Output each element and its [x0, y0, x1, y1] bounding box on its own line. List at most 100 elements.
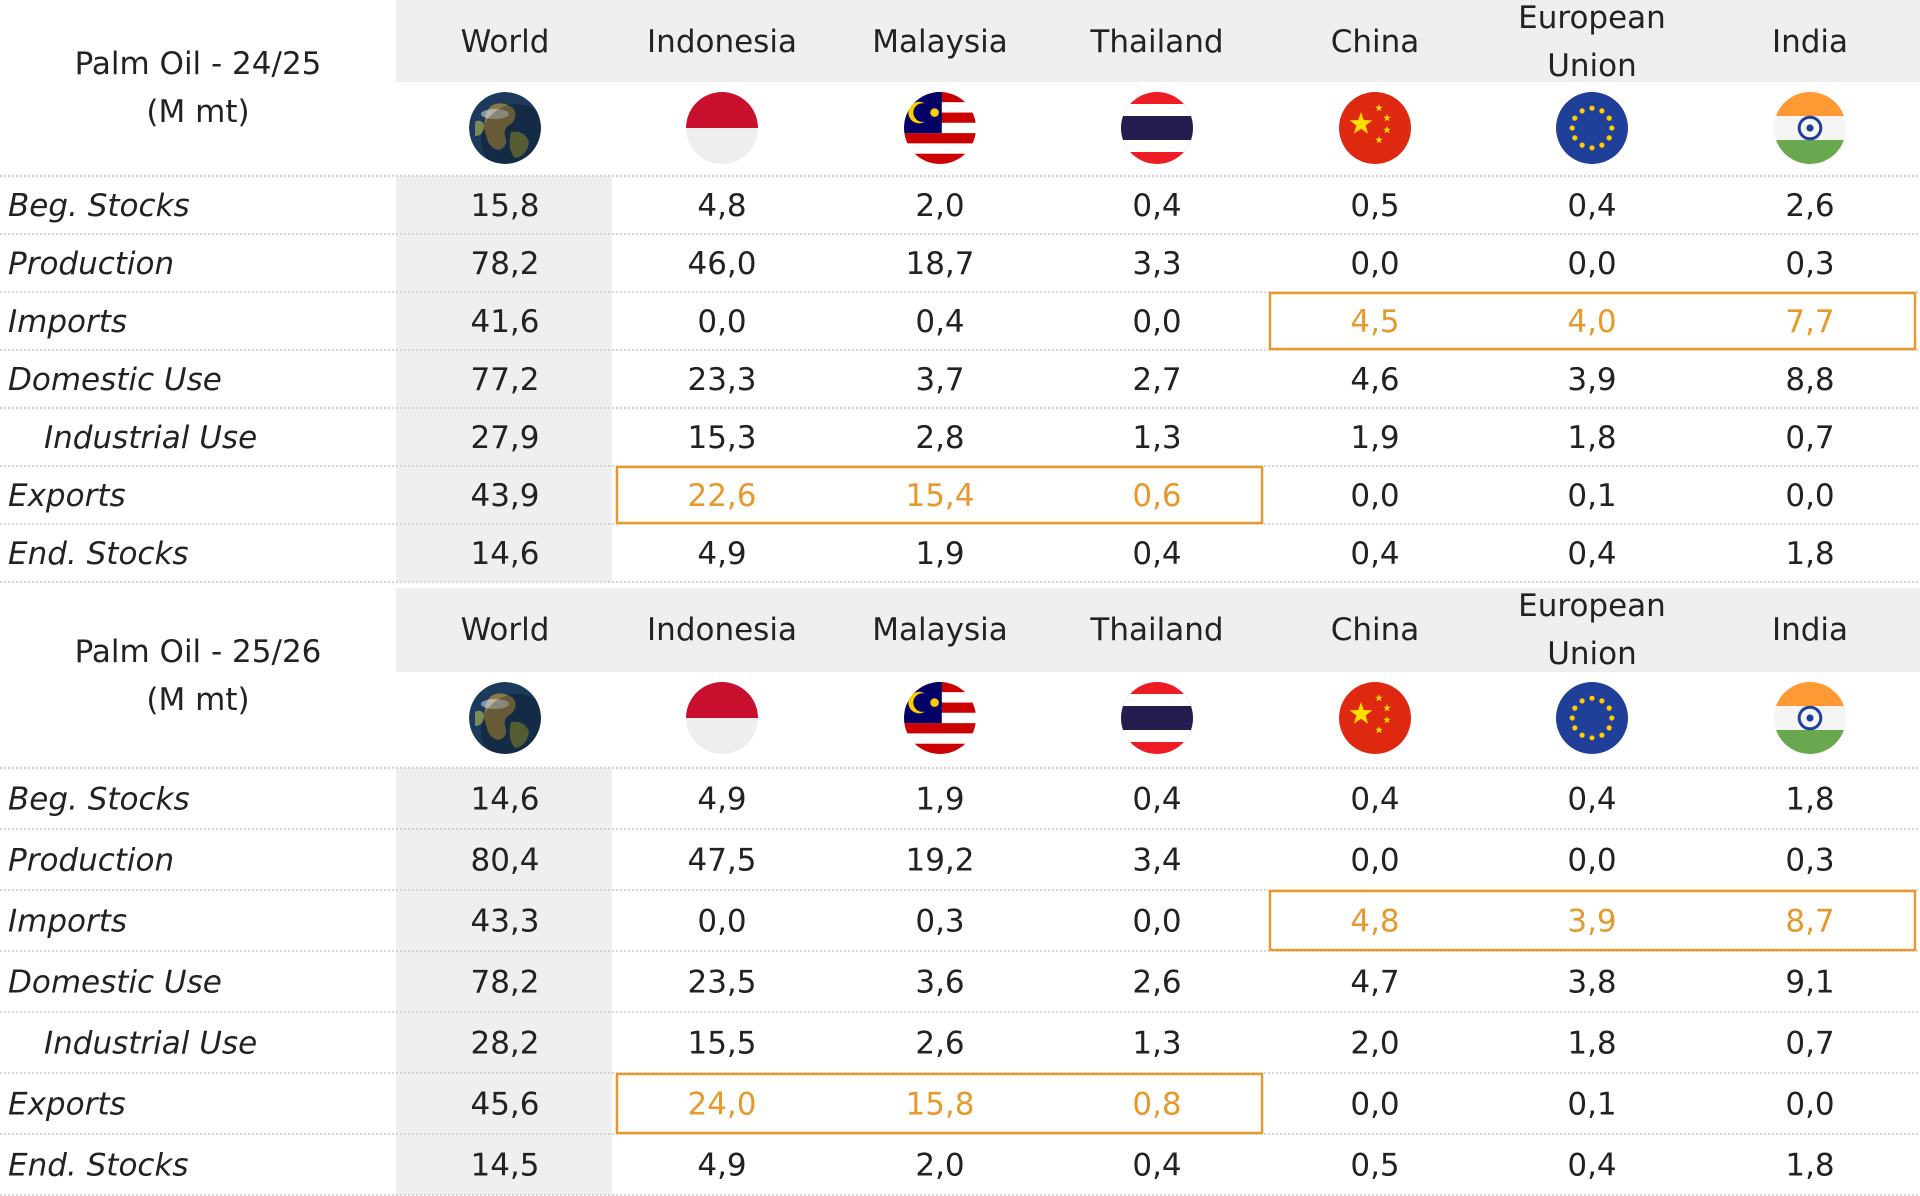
row-label: Industrial Use [44, 1026, 257, 1062]
table-cell: 0,4 [1350, 536, 1399, 572]
table-cell: 77,2 [470, 362, 539, 398]
china-flag-icon [1339, 92, 1411, 164]
european-union-flag-icon [1556, 682, 1628, 754]
table-row: Domestic Use 78,2 23,5 3,6 2,6 4,7 3,8 9,1 [0, 965, 1920, 1013]
table-title: Palm Oil - 24/25 [75, 46, 322, 82]
table-cell: 15,8 [470, 188, 539, 224]
table-cell: 3,9 [1567, 904, 1616, 940]
table-cell: 14,6 [470, 782, 539, 818]
column-header: China [1331, 24, 1420, 60]
table-row: Beg. Stocks 14,6 4,9 1,9 0,4 0,4 0,4 1,8 [0, 782, 1920, 830]
table-cell: 3,7 [915, 362, 964, 398]
table-cell: 78,2 [470, 965, 539, 1001]
column-header: Indonesia [647, 612, 797, 648]
highlight-box [1268, 291, 1917, 351]
table-cell: 0,3 [915, 904, 964, 940]
table-cell: 27,9 [470, 420, 539, 456]
table-cell: 24,0 [687, 1087, 756, 1123]
table-row: End. Stocks 14,6 4,9 1,9 0,4 0,4 0,4 1,8 [0, 536, 1920, 583]
table-cell: 0,1 [1567, 478, 1616, 514]
table-cell: 0,0 [697, 904, 746, 940]
table-cell: 1,3 [1132, 420, 1181, 456]
table-cell: 46,0 [687, 246, 756, 282]
table-cell: 23,5 [687, 965, 756, 1001]
column-header: Malaysia [872, 612, 1007, 648]
indonesia-flag-icon [686, 92, 758, 164]
row-label: Exports [8, 1087, 126, 1123]
table-cell: 41,6 [470, 304, 539, 340]
table-cell: 0,4 [1567, 782, 1616, 818]
table-cell: 1,9 [1350, 420, 1399, 456]
table-cell: 1,8 [1567, 420, 1616, 456]
highlight-box [615, 465, 1264, 525]
row-label: Production [8, 246, 174, 282]
table-title: Palm Oil - 25/26 [75, 634, 322, 670]
table-cell: 15,4 [905, 478, 974, 514]
table-cell: 0,4 [1567, 1148, 1616, 1184]
table-cell: 4,8 [1350, 904, 1399, 940]
table-cell: 2,6 [1132, 965, 1181, 1001]
table-cell: 1,8 [1785, 782, 1834, 818]
table-cell: 1,8 [1567, 1026, 1616, 1062]
table-cell: 1,9 [915, 536, 964, 572]
table-row: Production 78,2 46,0 18,7 3,3 0,0 0,0 0,3 [0, 246, 1920, 293]
table-cell: 19,2 [905, 843, 974, 879]
row-label: End. Stocks [8, 536, 189, 572]
table-1: Palm Oil - 24/25 (M mt) World Indonesia Mala… [0, 0, 1920, 583]
table-cell: 47,5 [687, 843, 756, 879]
highlight-box [1268, 889, 1917, 952]
highlight-box [615, 1072, 1264, 1135]
table-2: Palm Oil - 25/26 (M mt) World Indonesia Mala… [0, 588, 1920, 1196]
table-cell: 15,8 [905, 1087, 974, 1123]
table-unit: (M mt) [146, 94, 249, 130]
row-label: Beg. Stocks [8, 782, 190, 818]
row-label: Domestic Use [8, 965, 222, 1001]
table-cell: 0,0 [1350, 478, 1399, 514]
column-header: Indonesia [647, 24, 797, 60]
row-label: End. Stocks [8, 1148, 189, 1184]
table-cell: 18,7 [905, 246, 974, 282]
table-cell: 0,0 [1132, 304, 1181, 340]
table-cell: 2,0 [915, 188, 964, 224]
table-cell: 4,0 [1567, 304, 1616, 340]
table-cell: 0,4 [1350, 782, 1399, 818]
table-cell: 0,0 [1350, 246, 1399, 282]
table-cell: 0,0 [1785, 478, 1834, 514]
table-cell: 0,0 [697, 304, 746, 340]
table-cell: 0,6 [1132, 478, 1181, 514]
table-cell: 2,6 [1785, 188, 1834, 224]
row-label: Beg. Stocks [8, 188, 190, 224]
table-row: End. Stocks 14,5 4,9 2,0 0,4 0,5 0,4 1,8 [0, 1148, 1920, 1196]
table-cell: 0,4 [1132, 782, 1181, 818]
table-cell: 28,2 [470, 1026, 539, 1062]
table-cell: 3,9 [1567, 362, 1616, 398]
malaysia-flag-icon [904, 682, 976, 754]
table-cell: 0,8 [1132, 1087, 1181, 1123]
world-column-band [396, 176, 612, 582]
table-cell: 4,5 [1350, 304, 1399, 340]
table-row: Exports 43,9 22,6 15,4 0,6 0,0 0,1 0,0 [0, 465, 1920, 525]
table-cell: 4,7 [1350, 965, 1399, 1001]
table-cell: 78,2 [470, 246, 539, 282]
table-cell: 8,8 [1785, 362, 1834, 398]
table-cell: 3,8 [1567, 965, 1616, 1001]
table-cell: 14,5 [470, 1148, 539, 1184]
table-cell: 15,3 [687, 420, 756, 456]
table-cell: 0,4 [1132, 536, 1181, 572]
column-header: Thailand [1089, 24, 1223, 60]
table-cell: 1,8 [1785, 1148, 1834, 1184]
malaysia-flag-icon [904, 92, 976, 164]
table-cell: 43,3 [470, 904, 539, 940]
table-cell: 14,6 [470, 536, 539, 572]
table-cell: 22,6 [687, 478, 756, 514]
table-cell: 0,4 [915, 304, 964, 340]
table-cell: 2,8 [915, 420, 964, 456]
column-header: Malaysia [872, 24, 1007, 60]
table-cell: 0,1 [1567, 1087, 1616, 1123]
table-cell: 4,8 [697, 188, 746, 224]
table-cell: 4,9 [697, 782, 746, 818]
column-header: Union [1547, 48, 1637, 84]
indonesia-flag-icon [686, 682, 758, 754]
table-cell: 4,6 [1350, 362, 1399, 398]
column-header: European [1518, 0, 1666, 36]
